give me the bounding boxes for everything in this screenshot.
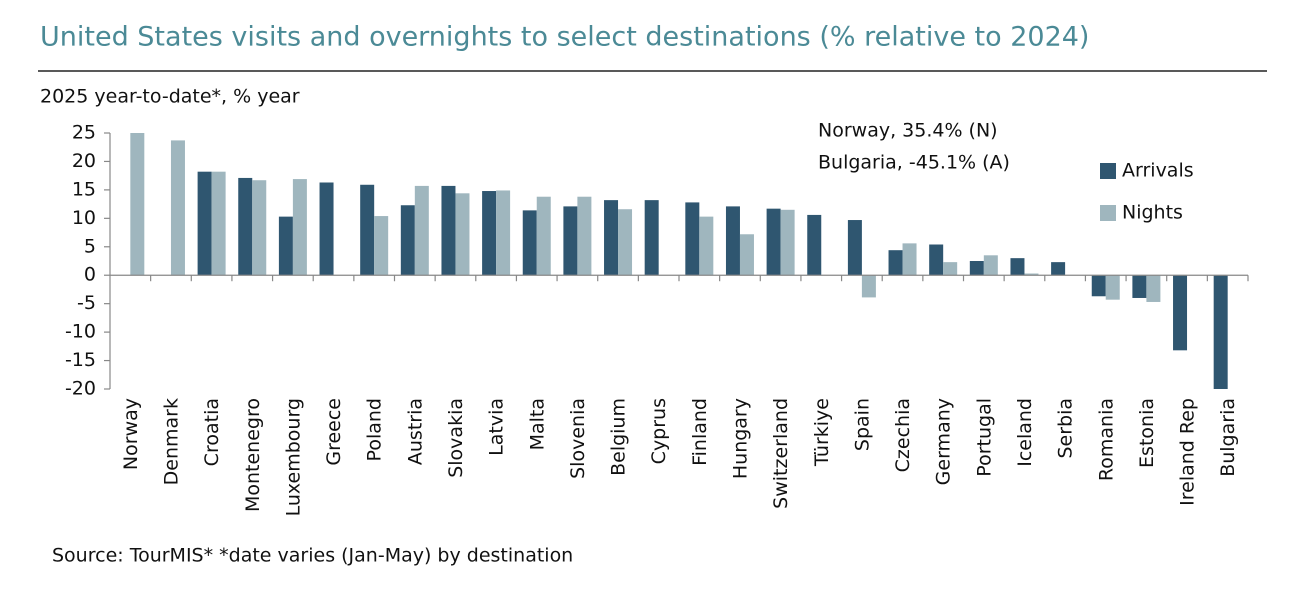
bar	[780, 209, 795, 276]
bar	[1213, 275, 1228, 389]
x-tick-label: Germany	[933, 398, 955, 485]
bar	[1024, 273, 1039, 276]
plot	[130, 133, 1228, 389]
bar	[170, 140, 185, 276]
y-tick-label: 0	[84, 264, 96, 286]
x-tick-label: Bulgaria	[1217, 398, 1239, 477]
y-tick-label: -15	[65, 349, 96, 371]
x-tick-label: Montenegro	[242, 398, 264, 512]
bar	[441, 185, 456, 276]
legend-label: Nights	[1122, 202, 1183, 224]
x-tick-label: Denmark	[160, 398, 182, 485]
bar	[604, 200, 619, 276]
bar	[685, 202, 700, 276]
y-tick-label: 20	[72, 150, 96, 172]
x-tick-label: Slovakia	[445, 398, 467, 478]
source: Source: TourMIS* *date varies (Jan-May) …	[52, 545, 573, 567]
bar	[211, 171, 226, 276]
legend-swatch	[1100, 205, 1116, 221]
x-tick-label: Latvia	[486, 398, 508, 456]
bar	[197, 171, 212, 276]
bar	[496, 190, 511, 276]
y-tick-label: 25	[72, 122, 96, 144]
x-tick-label: Belgium	[608, 398, 630, 476]
bar	[278, 216, 293, 276]
bar	[847, 220, 862, 276]
y-tick-label: -10	[65, 321, 96, 343]
x-tick-label: Portugal	[973, 398, 995, 477]
x-tick-label: Ireland Rep	[1177, 398, 1199, 506]
x-tick-label: Spain	[851, 398, 873, 451]
bar	[807, 214, 822, 276]
bar	[1132, 275, 1147, 298]
bar	[699, 216, 714, 276]
y-tick-label: 15	[72, 178, 96, 200]
bar	[739, 234, 754, 276]
x-tick-label: Czechia	[892, 398, 914, 472]
x-tick-label: Cyprus	[648, 398, 670, 464]
bar	[455, 193, 470, 276]
subtitle: 2025 year-to-date*, % year	[40, 86, 300, 108]
bar	[644, 200, 659, 276]
x-tick-label: Estonia	[1136, 398, 1158, 468]
bar	[1146, 275, 1161, 302]
y-tick-label: -5	[77, 292, 96, 314]
bar	[943, 262, 958, 276]
bar	[252, 180, 267, 276]
bar	[238, 177, 253, 276]
bar	[577, 196, 592, 276]
bar	[1173, 275, 1188, 351]
bar	[292, 179, 307, 276]
bar	[969, 261, 984, 276]
bar	[400, 205, 415, 276]
bar	[130, 133, 145, 276]
bar	[360, 184, 375, 276]
bar	[319, 182, 334, 276]
x-tick-label: Iceland	[1014, 398, 1036, 467]
x-tick-label: Romania	[1095, 398, 1117, 481]
bar	[861, 275, 876, 298]
bar	[374, 216, 389, 276]
bar	[929, 244, 944, 276]
chart-title: United States visits and overnights to s…	[40, 22, 1089, 53]
bar	[1010, 258, 1025, 276]
x-tick-label: Poland	[364, 398, 386, 461]
bar	[536, 196, 551, 276]
bar	[902, 243, 917, 276]
bar	[1105, 275, 1120, 300]
bar	[414, 185, 429, 276]
x-tick-label: Norway	[120, 398, 142, 470]
y-tick-label: 10	[72, 207, 96, 229]
x-tick-label: Türkiye	[811, 398, 833, 467]
bar	[1091, 275, 1106, 297]
legend-swatch	[1100, 163, 1116, 179]
bar	[725, 206, 740, 276]
y-tick-label: 5	[84, 235, 96, 257]
x-tick-label: Slovenia	[567, 398, 589, 479]
bar	[563, 206, 578, 276]
x-tick-label: Serbia	[1055, 398, 1077, 459]
x-tick-label: Luxembourg	[282, 398, 304, 516]
x-tick-label: Austria	[404, 398, 426, 465]
bar	[983, 255, 998, 276]
x-tick-label: Greece	[323, 398, 345, 466]
bar	[522, 210, 537, 276]
x-tick-label: Switzerland	[770, 398, 792, 509]
y-tick-label: -20	[65, 378, 96, 400]
annotation: Norway, 35.4% (N)	[818, 120, 998, 142]
x-tick-label: Finland	[689, 398, 711, 466]
bar	[888, 250, 903, 276]
bar	[618, 209, 633, 276]
x-tick-label: Croatia	[201, 398, 223, 466]
x-tick-label: Hungary	[729, 398, 751, 479]
bar	[482, 191, 497, 276]
x-tick-label: Malta	[526, 398, 548, 450]
annotation: Bulgaria, -45.1% (A)	[818, 152, 1010, 174]
legend-label: Arrivals	[1122, 160, 1194, 182]
bar	[766, 208, 781, 276]
bar	[1051, 262, 1066, 276]
